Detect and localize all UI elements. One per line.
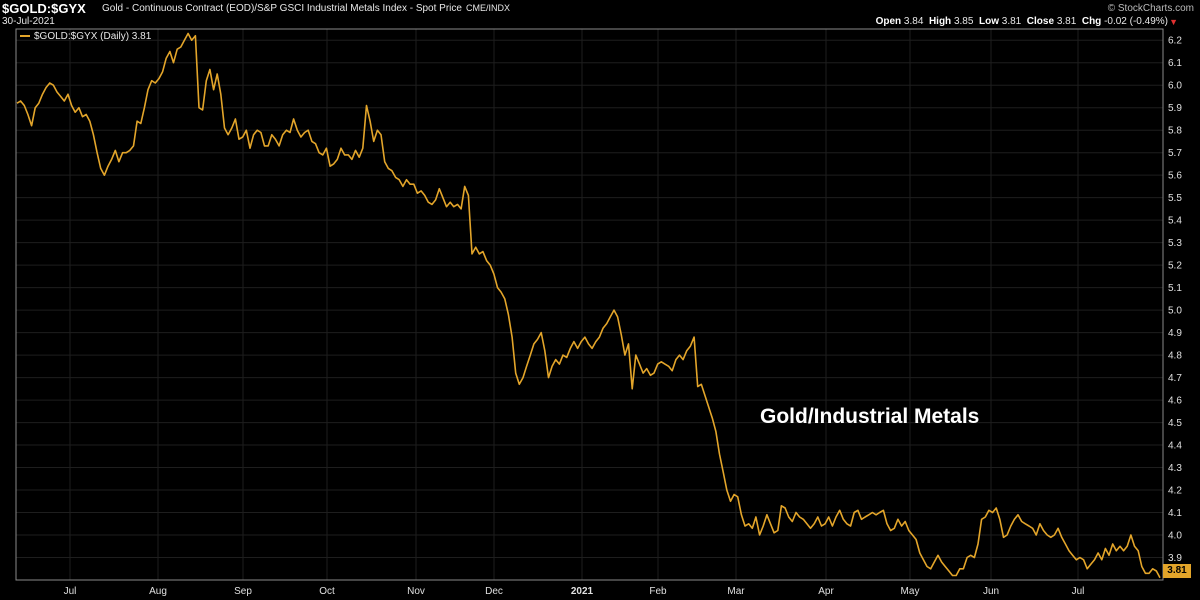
- x-tick-label: 2021: [571, 586, 594, 597]
- low-label: Low: [978, 16, 999, 27]
- x-tick-label: Apr: [818, 586, 834, 597]
- x-tick-label: Oct: [319, 586, 335, 597]
- y-tick-label: 5.5: [1168, 193, 1182, 204]
- grid: [16, 29, 1163, 580]
- x-tick-label: Jul: [64, 586, 77, 597]
- close-value: 3.81: [1056, 16, 1077, 27]
- y-tick-label: 5.2: [1168, 261, 1182, 272]
- plot-frame: [15, 28, 1164, 581]
- y-tick-label: 5.1: [1168, 283, 1182, 294]
- x-tick-label: Aug: [149, 586, 167, 597]
- y-tick-label: 3.9: [1168, 553, 1182, 564]
- high-label: High: [928, 16, 952, 27]
- x-tick-label: Feb: [649, 586, 667, 597]
- x-axis: Jul Aug Sep Oct Nov Dec 2021 Feb Mar Apr May Jun Jul: [64, 586, 1085, 597]
- exchange-label: CME/INDX: [465, 3, 510, 13]
- description-text: Gold - Continuous Contract (EOD)/S&P GSC…: [102, 3, 462, 14]
- last-value-badge: 3.81: [1163, 564, 1191, 578]
- x-tick-label: Nov: [407, 586, 425, 597]
- y-tick-label: 5.9: [1168, 103, 1182, 114]
- y-tick-label: 5.8: [1168, 126, 1182, 137]
- y-tick-label: 5.6: [1168, 171, 1182, 182]
- x-tick-label: Dec: [485, 586, 503, 597]
- y-tick-label: 4.5: [1168, 418, 1182, 429]
- open-value: 3.84: [903, 16, 924, 27]
- chg-label: Chg: [1081, 16, 1102, 27]
- series-legend: $GOLD:$GYX (Daily) 3.81: [20, 31, 151, 42]
- y-tick-label: 4.8: [1168, 351, 1182, 362]
- x-tick-label: May: [901, 586, 920, 597]
- legend-swatch: [20, 35, 30, 38]
- chart-description: Gold - Continuous Contract (EOD)/S&P GSC…: [102, 3, 510, 14]
- x-tick-label: Jul: [1072, 586, 1085, 597]
- y-tick-label: 4.4: [1168, 441, 1182, 452]
- y-tick-label: 4.9: [1168, 328, 1182, 339]
- chg-value: -0.02 (-0.49%): [1104, 16, 1168, 27]
- down-arrow-icon: ▼: [1169, 17, 1178, 27]
- y-tick-label: 6.1: [1168, 58, 1182, 69]
- open-label: Open: [875, 16, 902, 27]
- y-tick-label: 6.2: [1168, 36, 1182, 47]
- y-tick-label: 5.0: [1168, 306, 1182, 317]
- y-tick-label: 4.2: [1168, 486, 1182, 497]
- chart-annotation: Gold/Industrial Metals: [760, 405, 980, 428]
- x-tick-label: Mar: [727, 586, 745, 597]
- close-label: Close: [1026, 16, 1055, 27]
- y-tick-label: 5.4: [1168, 216, 1182, 227]
- price-line-series[interactable]: [16, 32, 1161, 579]
- y-tick-label: 4.1: [1168, 508, 1182, 519]
- y-axis: 3.9 4.0 4.1 4.2 4.3 4.4 4.5 4.6 4.7 4.8 4.9 5.0 5.1 5…: [1168, 36, 1182, 564]
- ohlc-readout: Open 3.84 High 3.85 Low 3.81 Close 3.81 …: [875, 16, 1178, 27]
- x-tick-label: Jun: [983, 586, 999, 597]
- y-tick-label: 4.6: [1168, 396, 1182, 407]
- y-tick-label: 6.0: [1168, 81, 1182, 92]
- high-value: 3.85: [953, 16, 974, 27]
- x-tick-label: Sep: [234, 586, 252, 597]
- ticker-symbol: $GOLD:$GYX: [2, 1, 86, 16]
- y-tick-label: 4.3: [1168, 463, 1182, 474]
- y-tick-label: 4.0: [1168, 531, 1182, 542]
- brand-watermark[interactable]: © StockCharts.com: [1107, 3, 1194, 14]
- chart-date: 30-Jul-2021: [2, 16, 55, 27]
- y-tick-label: 5.7: [1168, 148, 1182, 159]
- legend-text: $GOLD:$GYX (Daily) 3.81: [34, 31, 152, 42]
- low-value: 3.81: [1001, 16, 1022, 27]
- y-tick-label: 4.7: [1168, 373, 1182, 384]
- y-tick-label: 5.3: [1168, 238, 1182, 249]
